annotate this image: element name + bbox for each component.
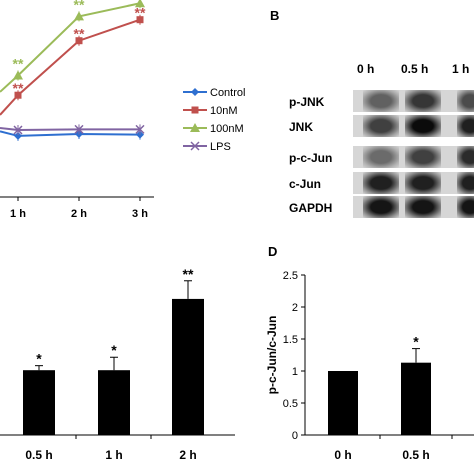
blot-row-label: GAPDH bbox=[289, 201, 333, 215]
legend-label: Control bbox=[210, 87, 245, 99]
significance-mark: ** bbox=[135, 5, 146, 21]
blot-row-label: p-c-Jun bbox=[289, 151, 333, 165]
blot-strip bbox=[353, 196, 474, 218]
data-point bbox=[74, 124, 84, 134]
bar bbox=[401, 362, 431, 435]
blot-row-label: c-Jun bbox=[289, 177, 322, 191]
data-point bbox=[14, 91, 22, 99]
y-tick-label: 1.5 bbox=[283, 334, 298, 346]
blot-band bbox=[405, 90, 441, 112]
blot-strip bbox=[353, 90, 474, 112]
significance-mark: ** bbox=[183, 266, 194, 282]
y-tick-label: 0.5 bbox=[283, 398, 298, 410]
x-tick-label: 0.5 h bbox=[25, 448, 52, 462]
x-tick-label: 0.5 h bbox=[402, 448, 429, 462]
x-tick-label: 0 h bbox=[334, 448, 351, 462]
blot-band bbox=[457, 146, 474, 168]
y-tick-label: 1 bbox=[292, 366, 298, 378]
significance-mark: ** bbox=[74, 26, 85, 42]
panel-label-b: B bbox=[270, 8, 280, 23]
bar bbox=[328, 371, 358, 435]
data-point bbox=[136, 130, 144, 139]
blot-band bbox=[405, 115, 441, 137]
blot-band bbox=[405, 172, 441, 194]
blot-band bbox=[405, 146, 441, 168]
blot-band bbox=[457, 172, 474, 194]
blot-band bbox=[457, 115, 474, 137]
data-point bbox=[14, 131, 22, 140]
data-point bbox=[135, 124, 145, 134]
y-tick-label: 2 bbox=[292, 302, 298, 314]
bar bbox=[172, 298, 204, 435]
data-point bbox=[75, 37, 83, 45]
blot-strip bbox=[353, 146, 474, 168]
series-line-100nM bbox=[0, 2, 141, 93]
y-tick-label: 0 bbox=[292, 430, 298, 442]
significance-mark: ** bbox=[13, 80, 24, 96]
blot-col-1: 0.5 h bbox=[401, 62, 429, 76]
significance-mark: * bbox=[413, 334, 419, 350]
series-line-10nM bbox=[0, 18, 141, 116]
y-axis-label: p-c-Jun/c-Jun bbox=[265, 316, 279, 395]
data-point bbox=[136, 16, 144, 24]
series-line-Control bbox=[0, 130, 141, 137]
blot-band bbox=[363, 115, 399, 137]
legend-label: LPS bbox=[210, 141, 231, 153]
data-point bbox=[74, 11, 84, 21]
legend-label: 10nM bbox=[210, 105, 238, 117]
x-tick-label: 1 h bbox=[10, 208, 26, 220]
legend-marker bbox=[190, 123, 200, 132]
significance-mark: * bbox=[36, 351, 42, 367]
series-line-LPS bbox=[0, 127, 140, 132]
blot-band bbox=[457, 196, 474, 218]
data-point bbox=[13, 125, 23, 135]
blot-strip bbox=[353, 115, 474, 137]
panel-label-d: D bbox=[268, 244, 278, 259]
bar bbox=[98, 370, 130, 435]
legend-marker bbox=[191, 106, 199, 114]
blot-band bbox=[405, 196, 441, 218]
significance-mark: ** bbox=[74, 0, 85, 12]
legend-marker bbox=[191, 88, 199, 96]
blot-band bbox=[363, 90, 399, 112]
blot-band bbox=[363, 196, 399, 218]
blot-row-label: p-JNK bbox=[289, 95, 325, 109]
blot-col-2: 1 h bbox=[452, 62, 470, 76]
significance-mark: ** bbox=[13, 56, 24, 72]
blot-band bbox=[457, 90, 474, 112]
bar bbox=[23, 370, 55, 435]
blot-band bbox=[363, 172, 399, 194]
blot-row-label: JNK bbox=[289, 120, 314, 134]
legend-marker bbox=[190, 141, 200, 151]
x-tick-label: 1 h bbox=[105, 448, 122, 462]
blot-col-0: 0 h bbox=[357, 62, 375, 76]
data-point bbox=[135, 0, 145, 8]
data-point bbox=[13, 70, 23, 80]
significance-mark: * bbox=[111, 342, 117, 358]
y-tick-label: 2.5 bbox=[283, 270, 298, 282]
blot-band bbox=[363, 146, 399, 168]
legend-label: 100nM bbox=[210, 123, 244, 135]
x-tick-label: 2 h bbox=[179, 448, 196, 462]
x-tick-label: 3 h bbox=[132, 208, 148, 220]
x-tick-label: 2 h bbox=[71, 208, 87, 220]
blot-strip bbox=[353, 172, 474, 194]
